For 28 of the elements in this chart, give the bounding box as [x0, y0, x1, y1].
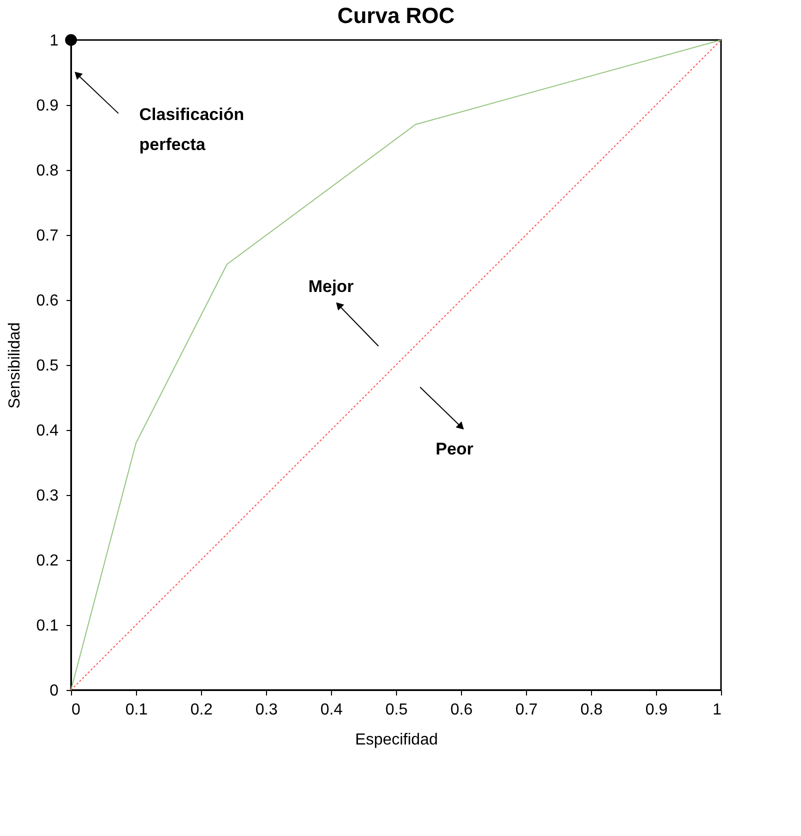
y-tick-label: 0.6 [36, 292, 59, 310]
x-tick-label: 0.8 [580, 702, 603, 718]
x-tick-label: 0.7 [515, 702, 538, 718]
y-tick-label: 0.9 [36, 98, 59, 114]
annotation: Mejor [308, 277, 354, 296]
x-tick-label: 0 [72, 702, 80, 718]
x-tick-label: 1 [712, 702, 722, 718]
y-tick-label: 0.7 [36, 228, 59, 244]
y-tick-label: 0.3 [36, 488, 59, 504]
x-tick-label: 0.5 [385, 702, 408, 718]
y-axis-title: Sensibilidad [6, 322, 24, 409]
x-axis-title: Especifidad [355, 732, 438, 748]
y-tick-label: 0 [50, 682, 59, 700]
x-tick-label: 0.1 [125, 702, 148, 718]
y-tick-label: 0.4 [36, 422, 59, 440]
x-tick-label: 0.6 [450, 702, 473, 718]
y-tick-label: 0.8 [36, 162, 59, 180]
y-tick-label: 0.5 [36, 358, 59, 374]
y-tick-label: 0.1 [36, 618, 59, 634]
x-tick-label: 0.3 [255, 702, 278, 718]
annotation: Clasificación perfecta [139, 104, 244, 154]
chart-title: Curva ROC [337, 3, 455, 28]
x-tick-label: 0.2 [190, 702, 213, 718]
y-tick-label: 0.2 [36, 552, 59, 570]
x-tick-label: 0.9 [645, 702, 668, 718]
x-tick-label: 0.4 [320, 702, 343, 718]
annotation: Peor [436, 440, 474, 458]
y-tick-label: 1 [50, 32, 59, 50]
